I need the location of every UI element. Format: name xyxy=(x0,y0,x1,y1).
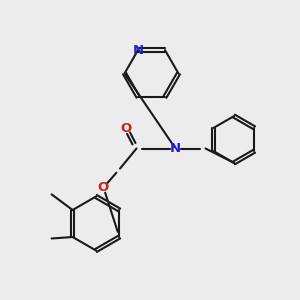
Text: N: N xyxy=(132,44,144,57)
Text: O: O xyxy=(120,122,132,135)
Text: N: N xyxy=(170,142,181,155)
Text: O: O xyxy=(98,181,109,194)
